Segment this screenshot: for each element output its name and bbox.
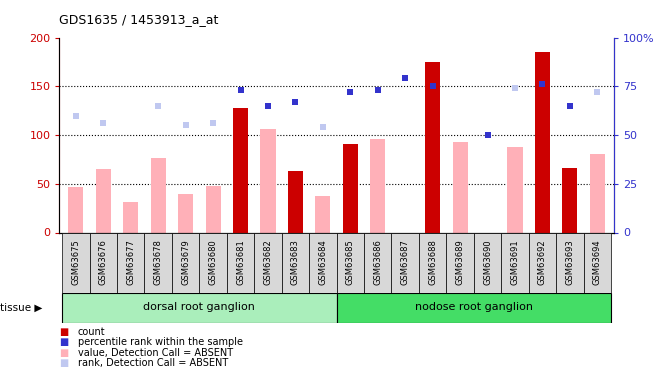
Text: nodose root ganglion: nodose root ganglion <box>415 303 533 312</box>
Text: dorsal root ganglion: dorsal root ganglion <box>143 303 255 312</box>
Bar <box>233 108 248 232</box>
Bar <box>69 187 83 232</box>
Bar <box>474 232 502 292</box>
Text: GSM63680: GSM63680 <box>209 240 218 285</box>
Text: GSM63686: GSM63686 <box>374 240 382 285</box>
Bar <box>343 144 358 232</box>
Text: count: count <box>78 327 106 337</box>
Bar <box>261 129 275 232</box>
Bar <box>288 171 303 232</box>
Bar <box>370 139 385 232</box>
Bar <box>529 232 556 292</box>
Bar <box>502 232 529 292</box>
Text: GSM63689: GSM63689 <box>455 240 465 285</box>
Text: GSM63691: GSM63691 <box>510 240 519 285</box>
Bar <box>315 196 331 232</box>
Bar <box>508 147 523 232</box>
Bar <box>90 232 117 292</box>
Bar <box>364 232 391 292</box>
Text: GSM63677: GSM63677 <box>126 240 135 285</box>
Text: GSM63694: GSM63694 <box>593 240 602 285</box>
Bar <box>453 142 468 232</box>
Bar <box>425 62 440 232</box>
Text: GSM63682: GSM63682 <box>263 240 273 285</box>
Bar <box>62 292 337 322</box>
Text: percentile rank within the sample: percentile rank within the sample <box>78 338 243 347</box>
Bar <box>117 232 145 292</box>
Text: ■: ■ <box>59 348 69 358</box>
Text: GSM63688: GSM63688 <box>428 240 437 285</box>
Text: GSM63678: GSM63678 <box>154 240 163 285</box>
Text: GSM63690: GSM63690 <box>483 240 492 285</box>
Text: ■: ■ <box>59 327 69 337</box>
Text: GSM63692: GSM63692 <box>538 240 547 285</box>
Bar <box>227 232 254 292</box>
Text: rank, Detection Call = ABSENT: rank, Detection Call = ABSENT <box>78 358 228 368</box>
Bar <box>205 186 220 232</box>
Text: tissue ▶: tissue ▶ <box>0 303 42 312</box>
Bar <box>419 232 446 292</box>
Bar <box>199 232 227 292</box>
Bar <box>446 232 474 292</box>
Text: GSM63687: GSM63687 <box>401 240 410 285</box>
Bar <box>337 292 611 322</box>
Bar <box>172 232 199 292</box>
Bar <box>282 232 309 292</box>
Bar <box>123 202 139 232</box>
Bar <box>583 232 611 292</box>
Text: value, Detection Call = ABSENT: value, Detection Call = ABSENT <box>78 348 233 358</box>
Text: GSM63685: GSM63685 <box>346 240 355 285</box>
Text: GSM63683: GSM63683 <box>291 240 300 285</box>
Bar <box>150 158 166 232</box>
Bar <box>145 232 172 292</box>
Text: ■: ■ <box>59 358 69 368</box>
Bar <box>590 153 605 232</box>
Text: GSM63676: GSM63676 <box>99 240 108 285</box>
Text: GSM63681: GSM63681 <box>236 240 245 285</box>
Text: GSM63675: GSM63675 <box>71 240 81 285</box>
Bar <box>391 232 419 292</box>
Bar <box>178 194 193 232</box>
Text: GSM63684: GSM63684 <box>318 240 327 285</box>
Bar <box>337 232 364 292</box>
Bar <box>309 232 337 292</box>
Bar <box>62 232 90 292</box>
Text: GSM63679: GSM63679 <box>181 240 190 285</box>
Bar <box>556 232 583 292</box>
Bar <box>535 52 550 232</box>
Text: GDS1635 / 1453913_a_at: GDS1635 / 1453913_a_at <box>59 13 218 26</box>
Bar <box>96 169 111 232</box>
Bar <box>254 232 282 292</box>
Text: ■: ■ <box>59 338 69 347</box>
Text: GSM63693: GSM63693 <box>566 240 574 285</box>
Bar <box>562 168 578 232</box>
